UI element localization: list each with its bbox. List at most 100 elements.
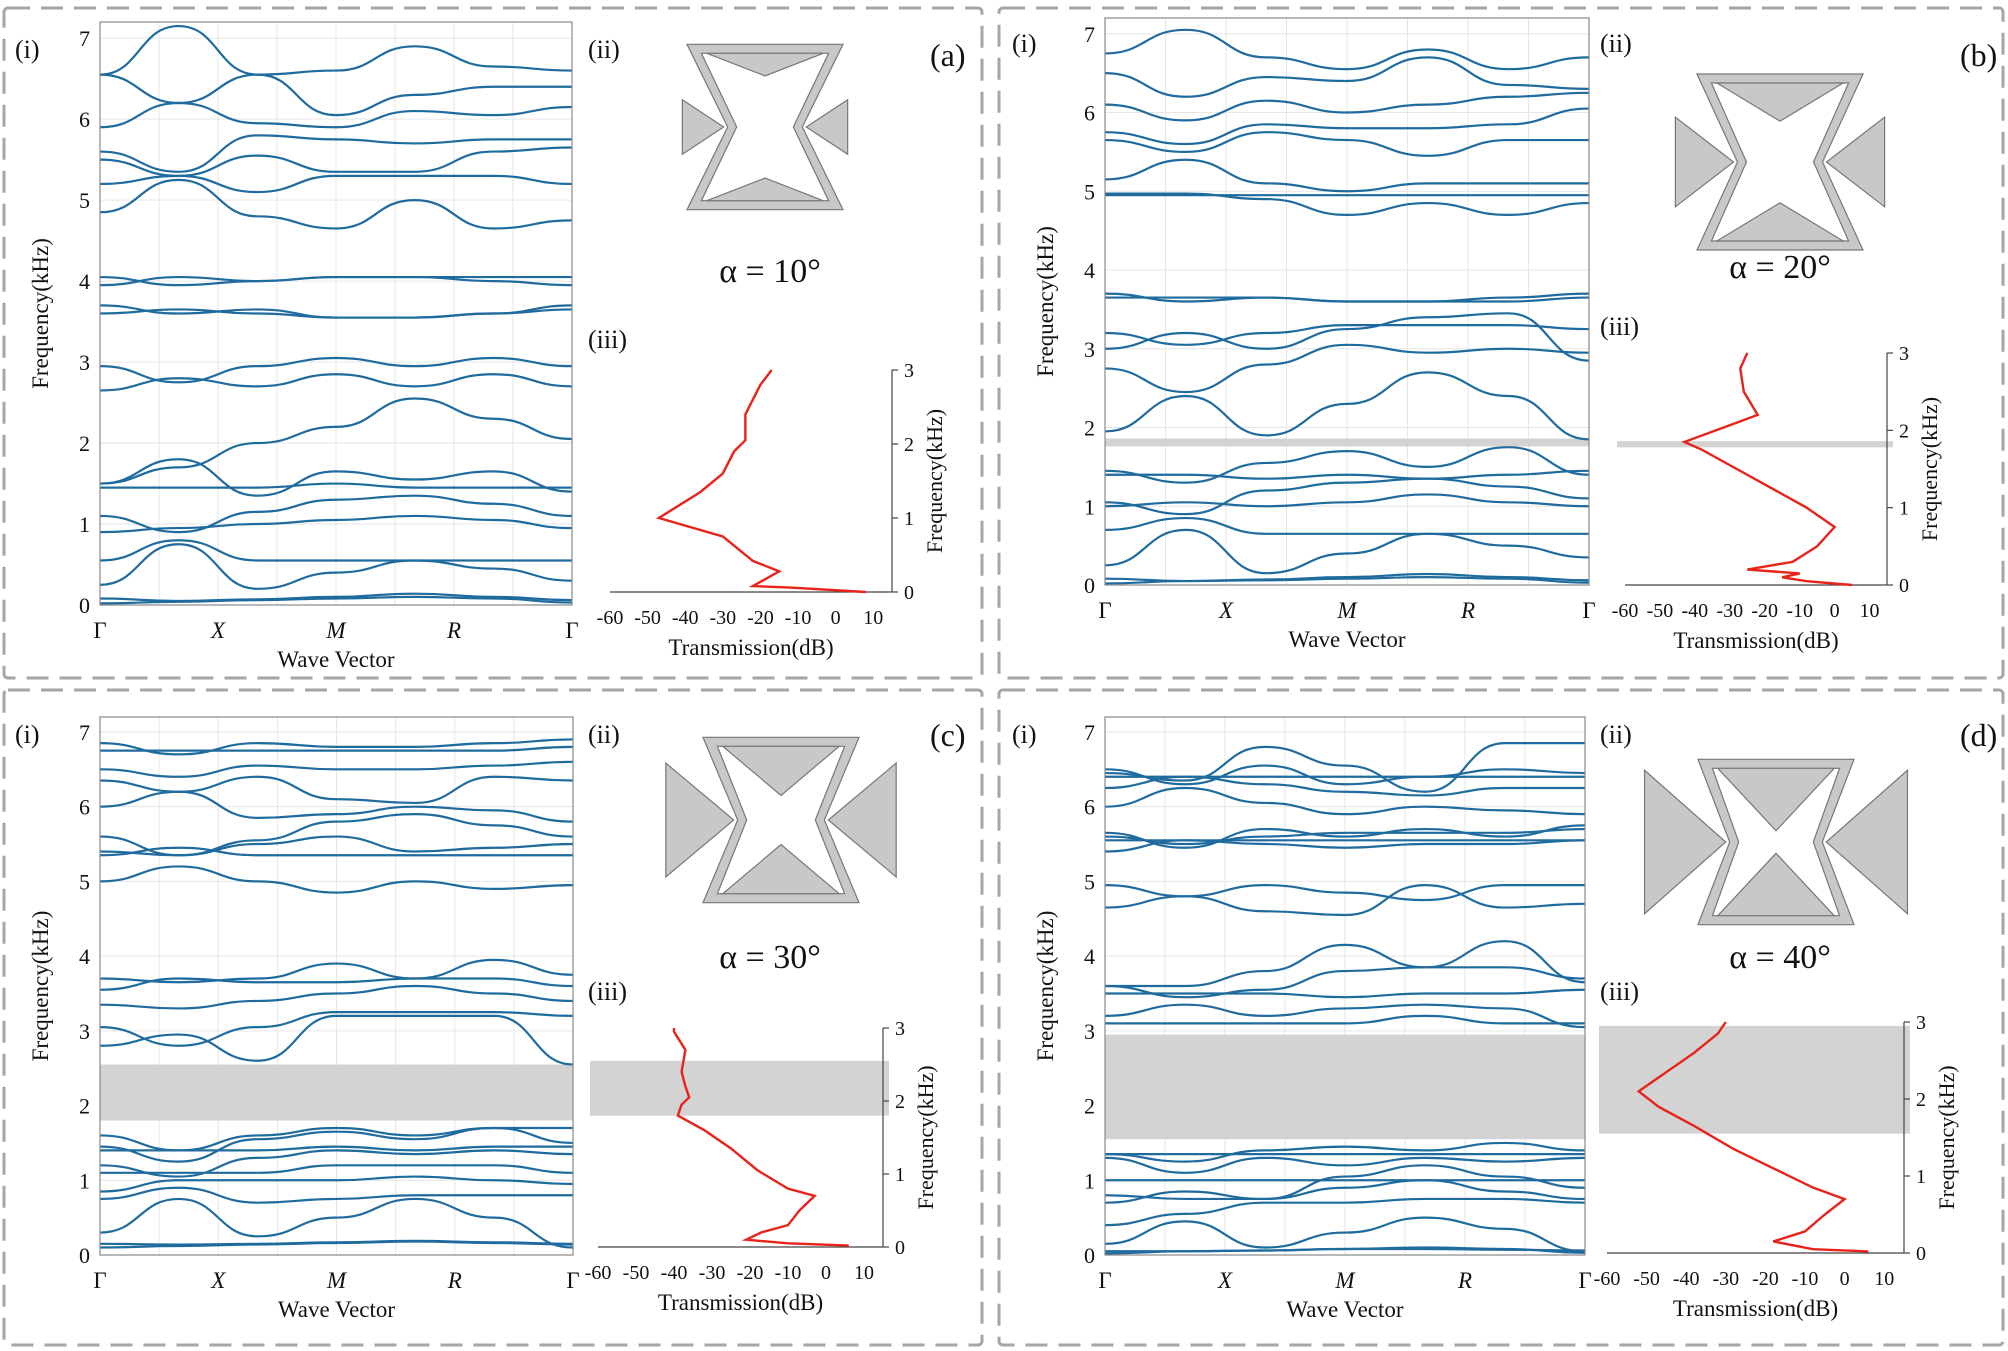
transmission-plot: 0 1 2 3 -60 -50 -40 -30 -20 -10 0 10 Transmission(dB… [1594, 1012, 1959, 1321]
y-tick-label: 3 [1084, 1019, 1095, 1044]
panel-letter: (c) [930, 717, 966, 753]
y-tick-label: 0 [895, 1237, 905, 1259]
bandgap-region [1105, 438, 1589, 447]
band-curve-18 [99, 146, 573, 177]
x-axis-label: Wave Vector [1288, 627, 1405, 652]
x-tick-label: -20 [737, 1262, 764, 1284]
x-tick-label: -60 [1612, 600, 1639, 622]
band-curve-4 [1104, 516, 1589, 535]
sub-label-ii: (ii) [1600, 29, 1632, 58]
y-tick-label: 3 [79, 1019, 90, 1044]
band-curve-6 [1104, 1164, 1586, 1201]
resonator-triangle-left [1674, 115, 1735, 209]
y-tick-label: 5 [79, 869, 90, 894]
stopband-region [590, 1060, 889, 1116]
x-tick-label: R [446, 618, 461, 643]
band-curve-18 [1104, 131, 1589, 157]
band-curve-15 [99, 958, 574, 984]
sub-label-ii: (ii) [1600, 720, 1632, 749]
band-curve-8 [99, 458, 573, 497]
band-curve-11 [1105, 1014, 1585, 1025]
panel-frame [2, 6, 984, 680]
y-tick-label: 6 [79, 107, 90, 132]
band-curve-21 [99, 73, 572, 117]
resonator-triangle-top [706, 52, 824, 77]
transmission-plot: 0 1 2 3 -60 -50 -40 -30 -20 -10 0 10 Transmission(dB… [1612, 343, 1942, 653]
x-tick-label: Γ [1578, 1268, 1591, 1293]
band-curve-26 [1104, 742, 1585, 793]
sub-label-iii: (iii) [588, 325, 627, 354]
band-curve-12 [99, 1011, 574, 1047]
band-curve-6 [99, 494, 573, 534]
resonator-triangle-bottom [1716, 852, 1836, 917]
x-tick-label: -50 [1633, 1268, 1660, 1290]
band-curve-16 [1105, 192, 1590, 216]
resonator-triangle-right [1825, 768, 1909, 916]
panel-c: 0 1 2 3 4 5 6 7 Γ X M R Γ Wave Vector Frequency(kHz) α … [2, 688, 984, 1347]
transmission-curve [1636, 1021, 1869, 1253]
band-curve-2 [1105, 1247, 1586, 1253]
y-axis-label: Frequency(kHz) [1917, 397, 1942, 541]
y-tick-label: 0 [1084, 1243, 1095, 1268]
band-curve-20 [1104, 827, 1586, 846]
band-curve-3 [1104, 528, 1590, 575]
y-tick-label: 3 [895, 1018, 905, 1040]
x-tick-label: -40 [672, 607, 699, 629]
band-curve-24 [99, 738, 574, 756]
x-tick-label: Γ [1098, 1268, 1111, 1293]
x-axis-label: Transmission(dB) [668, 635, 833, 660]
band-curve-2 [99, 592, 573, 603]
y-tick-label: 7 [1084, 22, 1095, 47]
panel-d: 0 1 2 3 4 5 6 7 Γ X M R Γ Wave Vector Frequency(kHz) α … [997, 688, 2005, 1347]
band-structure-plot: 0 1 2 3 4 5 6 7 Γ X M R Γ Wave Vector Frequency(kHz) [28, 21, 579, 672]
y-tick-label: 2 [79, 431, 90, 456]
x-tick-label: 0 [821, 1262, 831, 1284]
x-tick-label: Γ [566, 1268, 579, 1293]
y-tick-label: 4 [1084, 258, 1095, 283]
x-tick-label: 10 [854, 1262, 874, 1284]
band-curve-9 [99, 397, 573, 485]
x-tick-label: -50 [623, 1262, 650, 1284]
y-tick-label: 5 [1084, 869, 1095, 894]
y-tick-label: 0 [1084, 573, 1095, 598]
band-curve-13 [99, 984, 574, 1010]
y-tick-label: 1 [1084, 494, 1095, 519]
band-curve-11 [99, 356, 573, 384]
panel-frame [997, 6, 2005, 680]
panel-frame [2, 688, 984, 1347]
band-curve-17 [1104, 884, 1586, 917]
panel-letter: (b) [1960, 37, 1997, 73]
x-tick-label: X [1217, 1268, 1233, 1293]
y-tick-label: 1 [79, 1168, 90, 1193]
resonator-triangle-left [1643, 768, 1727, 916]
band-curve-12 [1104, 324, 1590, 346]
x-tick-label: 0 [1830, 600, 1840, 622]
x-tick-label: -50 [634, 607, 661, 629]
band-curve-13 [1105, 988, 1586, 999]
plot-area [1104, 17, 1590, 586]
band-curve-4 [1104, 1197, 1586, 1227]
y-tick-label: 0 [1899, 575, 1909, 597]
band-curve-20 [1104, 91, 1590, 122]
x-axis-label: Wave Vector [1286, 1297, 1403, 1322]
sub-label-i: (i) [1012, 29, 1037, 58]
transmission-curve [1681, 352, 1853, 587]
band-curve-10 [1104, 343, 1590, 394]
y-tick-label: 3 [1084, 337, 1095, 362]
band-curve-21 [99, 775, 574, 805]
x-tick-label: Γ [1582, 598, 1595, 623]
x-tick-label: -50 [1647, 600, 1674, 622]
y-tick-label: 1 [904, 508, 914, 530]
band-curve-17 [1104, 158, 1589, 193]
band-curve-3 [99, 1197, 574, 1249]
band-curve-23 [99, 745, 574, 752]
band-curve-2 [1104, 572, 1590, 583]
unit-cell-schematic [665, 736, 897, 904]
x-tick-label: R [1457, 1268, 1472, 1293]
band-curve-5 [1104, 1179, 1586, 1204]
x-tick-label: -40 [661, 1262, 688, 1284]
band-curve-6 [1104, 477, 1590, 516]
y-axis-label: Frequency(kHz) [28, 911, 53, 1062]
x-tick-label: M [325, 618, 347, 643]
